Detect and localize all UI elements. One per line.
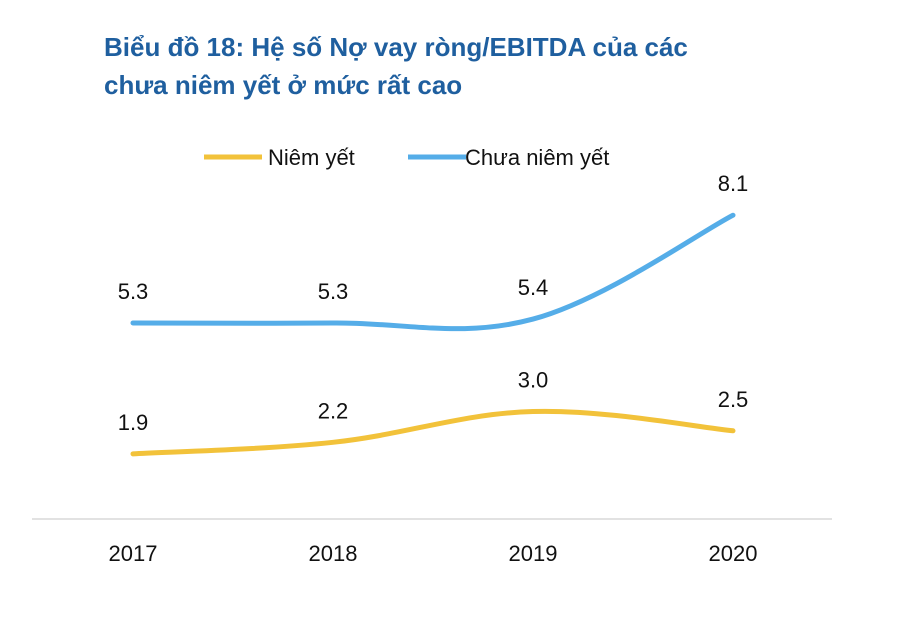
legend-label-chua-niem-yet: Chưa niêm yết: [465, 145, 609, 170]
data-label-chua-niem-yet-2020: 8.1: [718, 171, 749, 196]
chart-title-line-1: Biểu đồ 18: Hệ số Nợ vay ròng/EBITDA của…: [104, 32, 688, 62]
data-label-chua-niem-yet-2018: 5.3: [318, 279, 349, 304]
x-axis-tick-labels: 2017 2018 2019 2020: [109, 541, 758, 566]
x-tick-label-2019: 2019: [509, 541, 558, 566]
chart-title-line-2: chưa niêm yết ở mức rất cao: [104, 70, 463, 100]
series-line-chua-niem-yet: [130, 212, 736, 332]
data-label-chua-niem-yet-2019: 5.4: [518, 275, 549, 300]
legend-label-niem-yet: Niêm yết: [268, 145, 355, 170]
chart-title: Biểu đồ 18: Hệ số Nợ vay ròng/EBITDA của…: [104, 28, 864, 104]
data-labels: 1.9 2.2 3.0 2.5 5.3 5.3 5.4 8.1: [118, 171, 749, 435]
x-tick-label-2020: 2020: [709, 541, 758, 566]
legend: Niêm yết Chưa niêm yết: [204, 145, 609, 170]
series-line-niem-yet: [130, 408, 736, 457]
x-tick-label-2017: 2017: [109, 541, 158, 566]
x-tick-label-2018: 2018: [309, 541, 358, 566]
data-label-chua-niem-yet-2017: 5.3: [118, 279, 149, 304]
data-label-niem-yet-2017: 1.9: [118, 410, 149, 435]
data-label-niem-yet-2019: 3.0: [518, 368, 549, 393]
data-label-niem-yet-2018: 2.2: [318, 398, 349, 423]
data-label-niem-yet-2020: 2.5: [718, 387, 749, 412]
